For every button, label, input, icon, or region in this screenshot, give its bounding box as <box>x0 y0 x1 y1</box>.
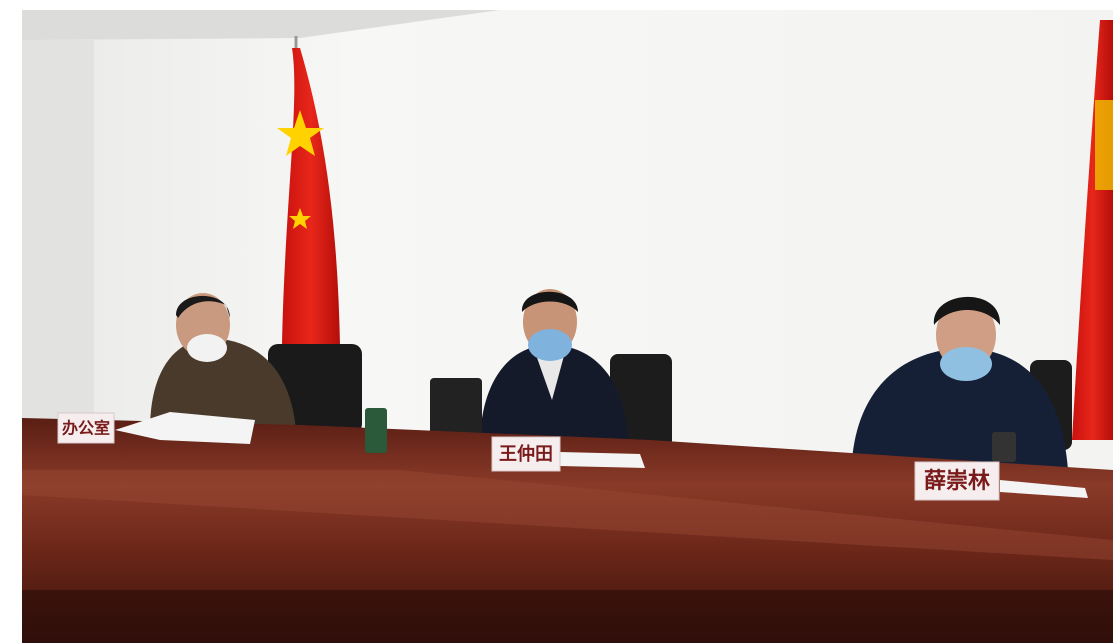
table-edge <box>22 470 1113 560</box>
mask <box>940 347 992 381</box>
person <box>150 338 296 430</box>
nameplate-label: 办公室 <box>62 419 110 438</box>
shirt <box>535 352 565 400</box>
table-front <box>22 590 1113 643</box>
wall-corner <box>22 40 94 420</box>
flag-star <box>277 110 324 156</box>
mask <box>528 329 572 361</box>
hair <box>933 296 1001 325</box>
hair <box>521 291 578 312</box>
nameplate <box>491 436 561 472</box>
phone <box>992 432 1016 462</box>
ceiling <box>22 10 500 40</box>
hair <box>176 295 230 318</box>
nameplate <box>914 461 1000 501</box>
paper <box>115 412 255 444</box>
flag-star <box>1095 100 1113 190</box>
cup <box>365 408 387 453</box>
nameplate-label: 王仲田 <box>499 443 553 465</box>
paper <box>1000 480 1088 498</box>
nameplate <box>57 412 115 444</box>
flag-star <box>289 208 311 229</box>
paper <box>560 452 645 468</box>
mask <box>187 334 227 362</box>
table <box>22 418 1113 643</box>
nameplate-label: 薛崇林 <box>924 468 990 494</box>
